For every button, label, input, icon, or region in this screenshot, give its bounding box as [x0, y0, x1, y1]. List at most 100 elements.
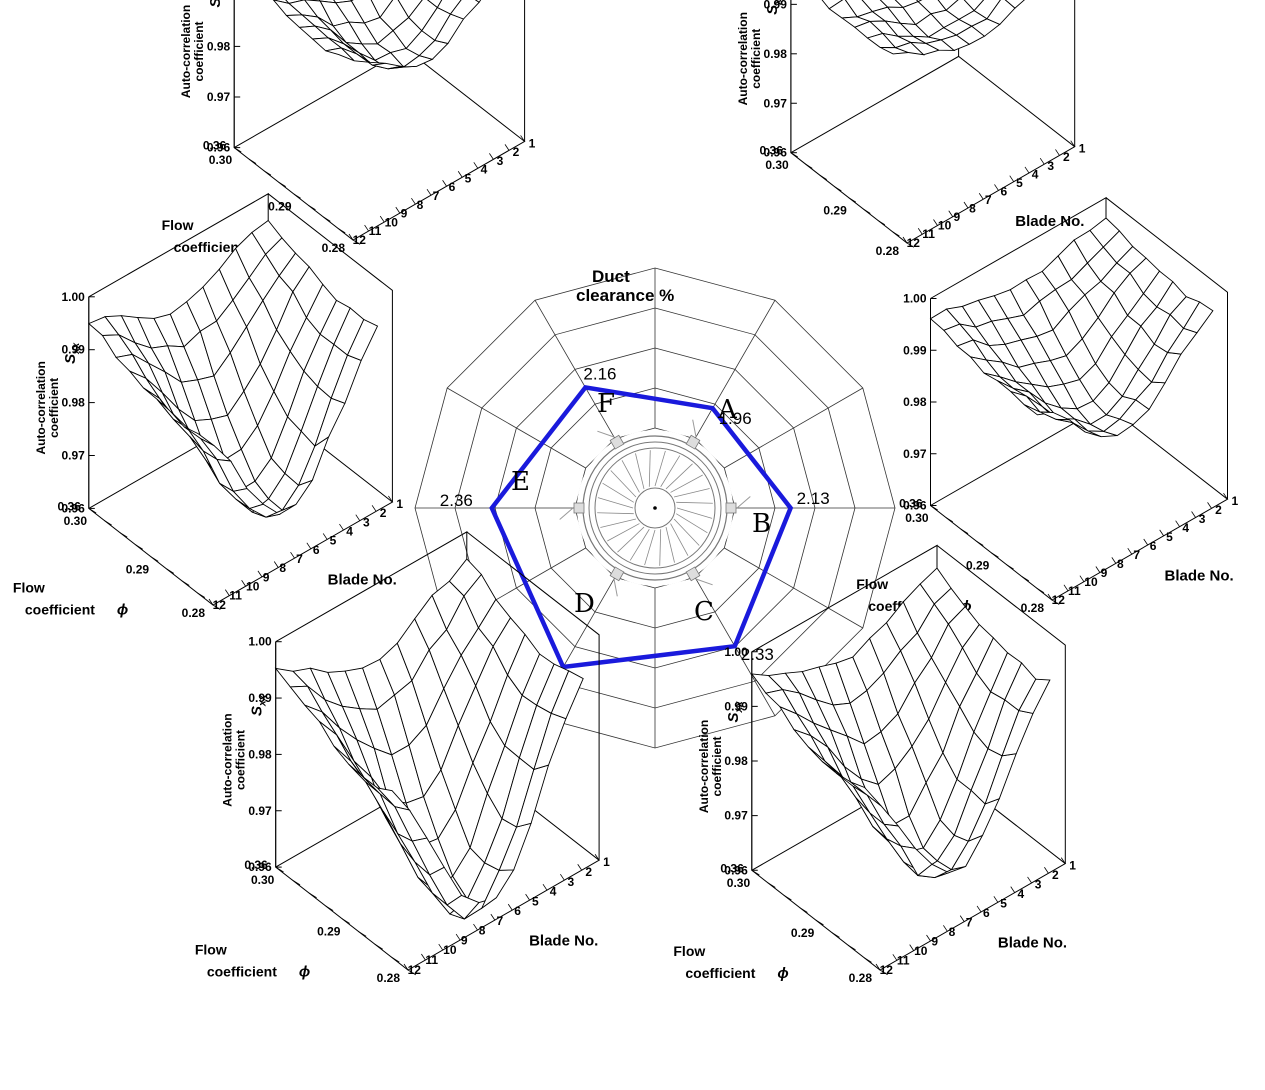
x-axis-title: Blade No.	[1165, 568, 1234, 585]
z-axis-title-line: coefficient	[47, 378, 61, 438]
sensor-mount	[725, 502, 737, 514]
x-tick-label: 7	[433, 189, 440, 203]
x-tick-label: 12	[353, 233, 367, 247]
sensor-probe	[695, 578, 713, 586]
y-tick-label: 0.36	[203, 139, 227, 153]
z-axis-title-line: Auto-correlation	[736, 12, 750, 105]
y-minor-tick	[292, 879, 301, 886]
radar-spoke	[446, 387, 586, 469]
radar-title-line: clearance %	[576, 286, 674, 305]
y-minor-tick	[1006, 564, 1014, 570]
x-tick	[1143, 538, 1149, 546]
y-minor-tick	[341, 918, 350, 924]
y-minor-tick	[135, 544, 143, 550]
x-tick-label: 4	[1032, 167, 1039, 181]
z-tick-label: 0.99	[248, 691, 272, 705]
z-tick-label: 1.00	[248, 635, 272, 649]
z-tick-label: 0.97	[207, 90, 231, 104]
radar-value-label: 2.16	[583, 364, 616, 383]
fan-blade	[670, 523, 689, 556]
y-minor-tick	[945, 516, 954, 523]
x-tick	[504, 144, 510, 151]
y-minor-tick	[991, 552, 999, 558]
fan-blade	[673, 518, 700, 546]
y-minor-tick	[863, 208, 871, 214]
z-symbol-main: S	[764, 5, 781, 15]
y-minor-tick	[337, 228, 346, 234]
x-tick	[421, 953, 426, 961]
y-tick-label: 0.29	[268, 199, 292, 213]
y-minor-tick	[275, 866, 284, 873]
x-tick	[1159, 529, 1165, 537]
x-tick	[395, 206, 401, 214]
x-tick	[1191, 511, 1196, 518]
z-symbol-main: S	[249, 706, 266, 716]
y-tick-label: 0.30	[209, 153, 233, 167]
y-minor-tick	[293, 193, 301, 199]
x-tick-label: 12	[1052, 593, 1066, 607]
z-tick-label: 1.00	[724, 645, 748, 659]
x-tick-label: 1	[396, 497, 403, 511]
z-tick-label: 0.96	[903, 499, 927, 513]
fan-blade	[629, 529, 650, 561]
x-tick	[290, 551, 295, 559]
x-tick-label: 11	[425, 953, 438, 967]
x-tick-label: 6	[514, 904, 521, 918]
sensor-mount	[685, 566, 701, 582]
y-tick-label: 0.30	[765, 158, 789, 172]
x-tick	[403, 963, 409, 971]
axis-box-side	[466, 531, 600, 861]
x-tick	[241, 580, 246, 587]
y-minor-tick	[834, 186, 842, 192]
x-tick-label: 5	[1000, 896, 1007, 910]
x-tick	[306, 542, 312, 550]
x-tick	[959, 915, 965, 922]
x-tick-label: 11	[922, 227, 935, 241]
surface-cell	[550, 670, 584, 720]
z-symbol-sub: xx	[734, 701, 745, 714]
sensor-probe	[559, 507, 574, 520]
radar-value-label: 2.13	[797, 489, 830, 508]
y-minor-tick	[805, 163, 813, 169]
y-axis-title-line: Flow	[195, 942, 227, 958]
x-tick-label: 5	[1166, 530, 1173, 544]
z-axis-title-line: coefficient	[234, 730, 248, 790]
x-tick-label: 9	[263, 570, 270, 584]
y-minor-tick	[358, 931, 367, 937]
z-axis-symbol: Sxx	[725, 701, 745, 723]
x-tick-label: 4	[481, 163, 488, 177]
fan-blade	[660, 455, 681, 487]
y-minor-tick	[848, 197, 857, 203]
y-minor-tick	[233, 147, 242, 153]
z-tick-label: 0.98	[61, 396, 85, 410]
x-tick-label: 9	[401, 207, 408, 221]
x-tick-label: 3	[1035, 878, 1042, 892]
sensor-probe	[736, 496, 751, 509]
casing-inner-ring	[588, 441, 722, 575]
y-minor-tick	[906, 242, 915, 248]
x-tick	[525, 893, 530, 901]
y-minor-tick	[391, 956, 400, 963]
surface-mesh	[274, 558, 584, 920]
z-tick-label: 0.97	[764, 96, 788, 110]
y-minor-tick	[119, 532, 128, 538]
z-tick-label: 0.97	[724, 809, 748, 823]
x-tick	[933, 219, 938, 226]
surface-cell	[1018, 678, 1051, 714]
x-tick	[1175, 520, 1180, 527]
y-axis-symbol: ϕ	[117, 602, 128, 619]
y-minor-tick	[104, 520, 112, 526]
fan-blade	[648, 450, 651, 487]
x-tick-label: 10	[938, 219, 952, 233]
fan-blade	[635, 453, 645, 490]
x-axis-title: Blade No.	[328, 571, 397, 588]
z-axis-title-line: Auto-correlation	[697, 720, 711, 813]
x-tick-label: 3	[568, 875, 575, 889]
z-tick-label: 0.99	[764, 0, 788, 11]
x-tick	[1055, 149, 1060, 156]
x-tick-label: 9	[954, 210, 961, 224]
x-tick	[473, 162, 479, 169]
x-tick-label: 12	[408, 963, 422, 977]
